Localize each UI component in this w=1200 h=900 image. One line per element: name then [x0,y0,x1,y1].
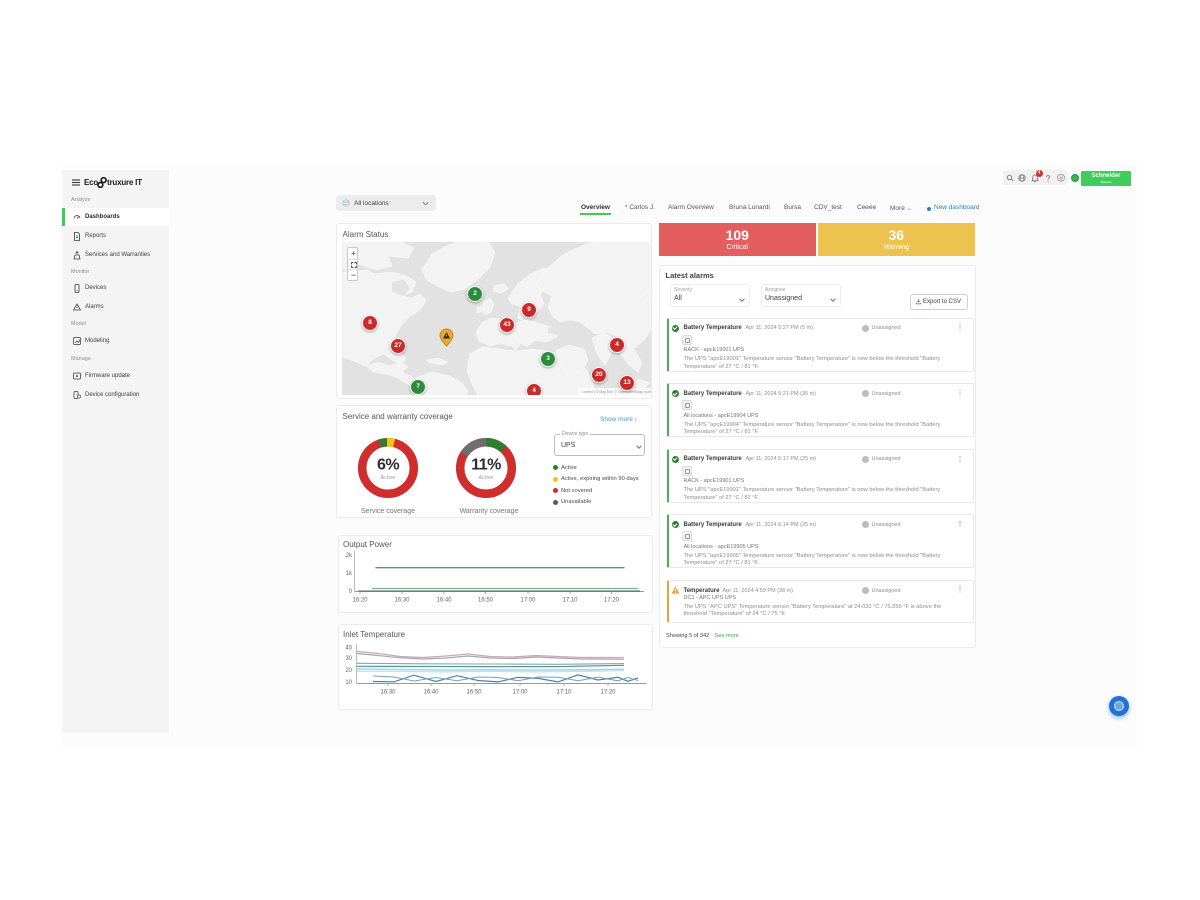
svg-text:17:10: 17:10 [556,690,572,696]
svg-text:17:00: 17:00 [512,690,528,696]
svg-text:16:20: 16:20 [352,598,368,604]
svg-text:17:20: 17:20 [604,598,620,604]
svg-text:16:30: 16:30 [380,690,396,696]
svg-text:17:20: 17:20 [600,690,616,696]
svg-text:16:40: 16:40 [436,598,452,604]
svg-text:17:10: 17:10 [562,598,578,604]
svg-text:1k: 1k [346,571,353,577]
svg-text:16:50: 16:50 [466,690,482,696]
svg-text:Active: Active [381,475,396,481]
svg-text:2k: 2k [346,553,353,559]
svg-text:30: 30 [345,656,352,662]
svg-text:16:40: 16:40 [423,690,439,696]
svg-text:20: 20 [345,668,352,674]
svg-text:6%: 6% [377,456,399,473]
svg-text:11%: 11% [471,456,501,473]
svg-text:Leaflet | © MapTiler © OpenStr: Leaflet | © MapTiler © OpenStreetMap con… [582,390,651,394]
svg-text:16:30: 16:30 [394,598,410,604]
svg-text:0: 0 [349,589,353,595]
svg-text:10: 10 [345,680,352,686]
svg-text:Active: Active [479,475,494,481]
svg-text:17:00: 17:00 [520,598,536,604]
svg-text:16:50: 16:50 [478,598,494,604]
svg-text:40: 40 [345,646,352,652]
